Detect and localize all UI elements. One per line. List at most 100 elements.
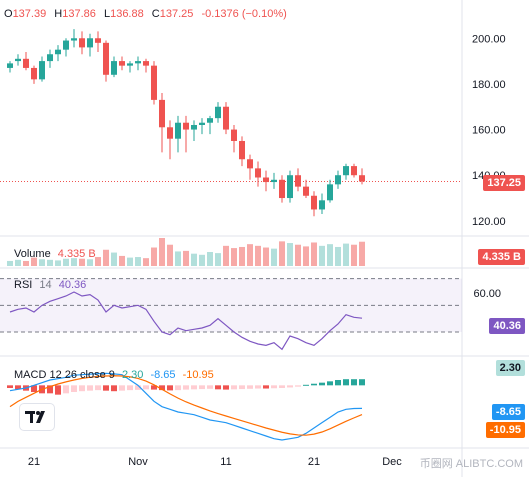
volume-bar [127, 257, 133, 266]
volume-bar [183, 250, 189, 266]
macd-histogram-bar [223, 385, 229, 390]
volume-bar [87, 259, 93, 266]
macd-histogram-bar [215, 385, 221, 390]
macd-histogram-bar [279, 385, 285, 388]
candle-body [311, 195, 317, 210]
price-tick-label: 180.00 [472, 79, 506, 91]
candle-body [183, 122, 189, 130]
macd-histogram-bar [271, 385, 277, 389]
volume-bar [335, 246, 341, 266]
change-value: -0.1376 (−0.10%) [201, 8, 287, 20]
time-tick-label: 21 [308, 456, 320, 468]
macd-histogram-bar [231, 385, 237, 390]
macd-signal-badge: -10.95 [485, 422, 525, 438]
candle-body [319, 200, 325, 210]
low-value: 136.88 [110, 8, 144, 20]
candle-body [247, 159, 253, 169]
rsi-value: 40.36 [58, 279, 87, 291]
volume-bar [95, 257, 101, 266]
time-tick-label: Nov [128, 456, 148, 468]
candle-body [151, 65, 157, 100]
ohlc-legend: O137.39 H137.86 L136.88 C137.25 -0.1376 … [4, 8, 292, 20]
volume-bar [39, 259, 45, 266]
time-tick-label: 21 [28, 456, 40, 468]
candle-body [79, 38, 85, 48]
candle-body [71, 38, 77, 41]
candle-body [223, 106, 229, 130]
macd-histogram-bar [247, 385, 253, 389]
macd-histogram-bar [31, 385, 37, 392]
volume-bar [135, 257, 141, 266]
volume-bar [263, 247, 269, 266]
candle-body [135, 61, 141, 64]
volume-bar [231, 248, 237, 266]
volume-bar [71, 258, 77, 266]
volume-bar [295, 244, 301, 266]
candle-body [207, 118, 213, 123]
price-tick-label: 200.00 [472, 33, 506, 45]
candle-body [335, 175, 341, 185]
macd-histogram-bar [207, 385, 213, 389]
candle-body [199, 122, 205, 125]
candle-body [175, 122, 181, 139]
macd-histogram-bar [111, 385, 117, 392]
volume-label: Volume [14, 248, 51, 260]
candle-body [119, 61, 125, 66]
volume-bar [63, 258, 69, 266]
macd-histogram-bar [191, 385, 197, 390]
macd-hist-badge: 2.30 [495, 360, 525, 376]
volume-bar [175, 251, 181, 266]
tradingview-logo-icon[interactable] [20, 404, 54, 430]
volume-bar [191, 253, 197, 266]
volume-bar [255, 245, 261, 266]
open-value: 137.39 [12, 8, 47, 20]
macd-histogram-bar [79, 385, 85, 392]
rsi-label: RSI [14, 279, 33, 291]
macd-histogram-bar [303, 384, 309, 386]
candle-body [127, 63, 133, 66]
price-badge: 137.25 [483, 175, 525, 191]
macd-hist-value: 2.30 [121, 369, 144, 381]
time-tick-label: 11 [220, 456, 231, 468]
volume-bar [215, 253, 221, 266]
signal-line [9, 375, 363, 436]
macd-histogram-bar [359, 379, 365, 386]
price-tick-label: 160.00 [472, 125, 506, 137]
macd-label: MACD [14, 369, 47, 381]
rsi-param: 14 [39, 279, 52, 291]
macd-histogram-bar [55, 385, 61, 395]
volume-bar [207, 252, 213, 266]
macd-signal-value: -10.95 [182, 369, 214, 381]
macd-histogram-bar [7, 385, 13, 388]
candle-body [231, 129, 237, 141]
candle-body [87, 38, 93, 48]
macd-histogram-bar [183, 385, 189, 390]
candle-body [287, 175, 293, 199]
macd-histogram-bar [63, 385, 69, 394]
watermark: 币圈网 ALIBTC.COM [419, 458, 523, 470]
volume-bar [47, 259, 53, 266]
candle-body [279, 179, 285, 199]
volume-bar [287, 243, 293, 266]
candle-body [159, 99, 165, 128]
macd-histogram-bar [119, 385, 125, 391]
macd-histogram-bar [239, 385, 245, 390]
macd-line-badge: -8.65 [491, 404, 525, 420]
volume-bar [223, 245, 229, 266]
volume-bar [271, 248, 277, 266]
volume-bar [319, 245, 325, 266]
macd-histogram-bar [151, 385, 157, 390]
candle-body [327, 184, 333, 201]
macd-histogram-bar [255, 385, 261, 389]
candle-body [239, 140, 245, 160]
volume-bar [31, 257, 37, 266]
close-label: C [151, 8, 160, 20]
volume-bar [55, 260, 61, 266]
candle-body [295, 175, 301, 187]
macd-histogram-bar [95, 385, 101, 391]
candle-body [263, 177, 269, 183]
candle-body [111, 61, 117, 75]
macd-histogram-bar [47, 385, 53, 394]
candle-body [55, 49, 61, 55]
